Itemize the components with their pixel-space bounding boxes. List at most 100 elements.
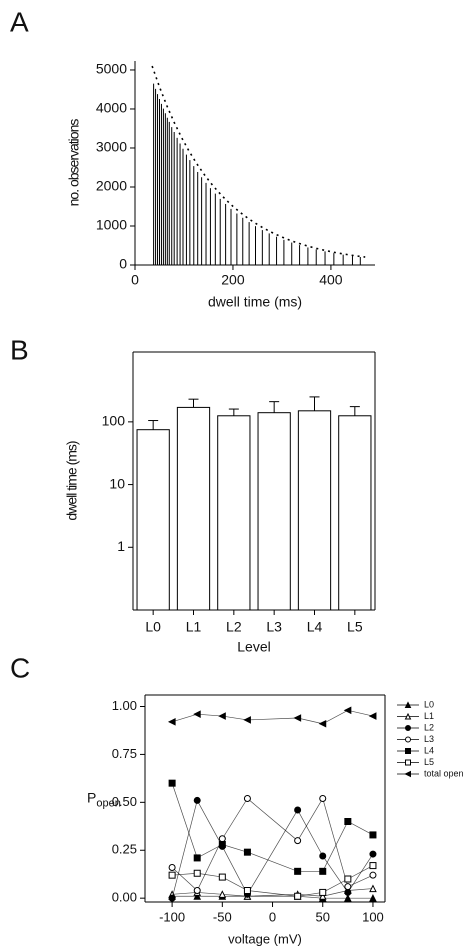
y-tick-label: 0.00 [112, 890, 137, 905]
y-tick-label: 0.50 [112, 794, 137, 809]
y-tick-label: 5000 [96, 61, 127, 77]
legend-label: L2 [424, 722, 434, 732]
marker [243, 848, 251, 856]
legend-label: L0 [424, 699, 434, 709]
y-tick-label: 1000 [96, 217, 127, 233]
y-tick-label: 10 [109, 475, 125, 491]
marker [319, 852, 327, 860]
bar [136, 429, 170, 611]
bar [338, 415, 372, 611]
x-tick-label: 0 [269, 909, 276, 924]
marker [344, 888, 352, 896]
marker [344, 894, 352, 902]
marker [243, 716, 251, 724]
marker [168, 871, 176, 879]
y-axis-label: Popen [87, 789, 121, 809]
bar [176, 406, 211, 611]
x-tick-label: L3 [266, 619, 282, 635]
x-tick-label: -100 [159, 909, 185, 924]
y-axis-label-sub: open [96, 797, 120, 809]
marker [167, 718, 176, 726]
series-line [171, 783, 374, 872]
y-tick-label: 0.75 [112, 746, 137, 761]
x-axis-label: voltage (mV) [228, 931, 302, 946]
series-line [172, 895, 373, 899]
marker [368, 712, 377, 720]
series-line [172, 888, 373, 897]
y-tick-label: 3000 [96, 139, 127, 155]
legend-label: L1 [424, 711, 434, 721]
x-tick-label: L5 [347, 619, 363, 635]
panel-letter: C [10, 652, 30, 683]
x-tick-label: L2 [226, 619, 242, 635]
y-tick-label: 100 [102, 413, 126, 429]
legend-label: L3 [424, 734, 434, 744]
marker [344, 818, 352, 825]
bar [257, 412, 291, 611]
x-tick-label: 50 [316, 909, 330, 924]
y-tick-label: 1.00 [112, 698, 137, 713]
marker [369, 871, 377, 879]
x-tick-label: -50 [213, 909, 232, 924]
marker [218, 835, 226, 843]
marker [404, 712, 412, 720]
marker [243, 887, 251, 894]
marker [318, 719, 327, 728]
series-line [172, 865, 374, 897]
fit-curve [151, 65, 366, 258]
y-tick-label: 0 [119, 256, 127, 272]
marker [369, 894, 377, 902]
marker [218, 890, 227, 898]
marker [405, 736, 411, 743]
y-tick-label: 1 [117, 538, 125, 554]
x-tick-label: 100 [362, 909, 384, 924]
marker [405, 748, 411, 754]
marker [405, 759, 411, 766]
legend-label: total open [424, 768, 464, 778]
panel-letter: B [10, 334, 29, 365]
marker [193, 869, 201, 877]
y-tick-label: 2000 [96, 178, 127, 194]
marker [193, 796, 201, 804]
panel-letter: A [10, 6, 29, 37]
marker [319, 867, 327, 875]
marker [218, 841, 226, 848]
y-axis-label: dwell time (ms) [64, 441, 80, 520]
y-tick-label: 4000 [96, 100, 127, 116]
marker [218, 873, 226, 881]
marker [318, 892, 327, 900]
marker [369, 862, 377, 870]
y-tick-label: 0.25 [112, 842, 137, 857]
marker [404, 770, 411, 778]
marker [294, 837, 302, 845]
marker [344, 875, 352, 883]
legend-label: L5 [424, 757, 434, 767]
marker [243, 795, 251, 802]
marker [218, 712, 226, 720]
legend-label: L4 [424, 745, 434, 755]
marker [294, 867, 302, 875]
marker [405, 725, 411, 731]
x-tick-label: L4 [307, 619, 323, 635]
marker [343, 706, 352, 715]
marker [193, 854, 201, 862]
x-tick-label: L1 [186, 619, 202, 635]
x-axis-label: Level [237, 639, 270, 655]
marker [294, 892, 302, 900]
x-tick-label: L0 [145, 619, 161, 635]
marker [168, 894, 176, 902]
y-axis-label-main: P [87, 789, 96, 805]
series-line [171, 799, 374, 899]
y-axis-label: no. observations [66, 119, 82, 207]
marker [369, 884, 377, 893]
series-line [172, 709, 374, 725]
x-axis-label: dwell time (ms) [208, 294, 302, 310]
marker [293, 714, 302, 722]
x-tick-label: 200 [221, 272, 245, 288]
marker [319, 888, 327, 896]
series-line [171, 797, 374, 892]
marker [404, 701, 412, 708]
marker [369, 831, 377, 839]
marker [168, 864, 176, 871]
